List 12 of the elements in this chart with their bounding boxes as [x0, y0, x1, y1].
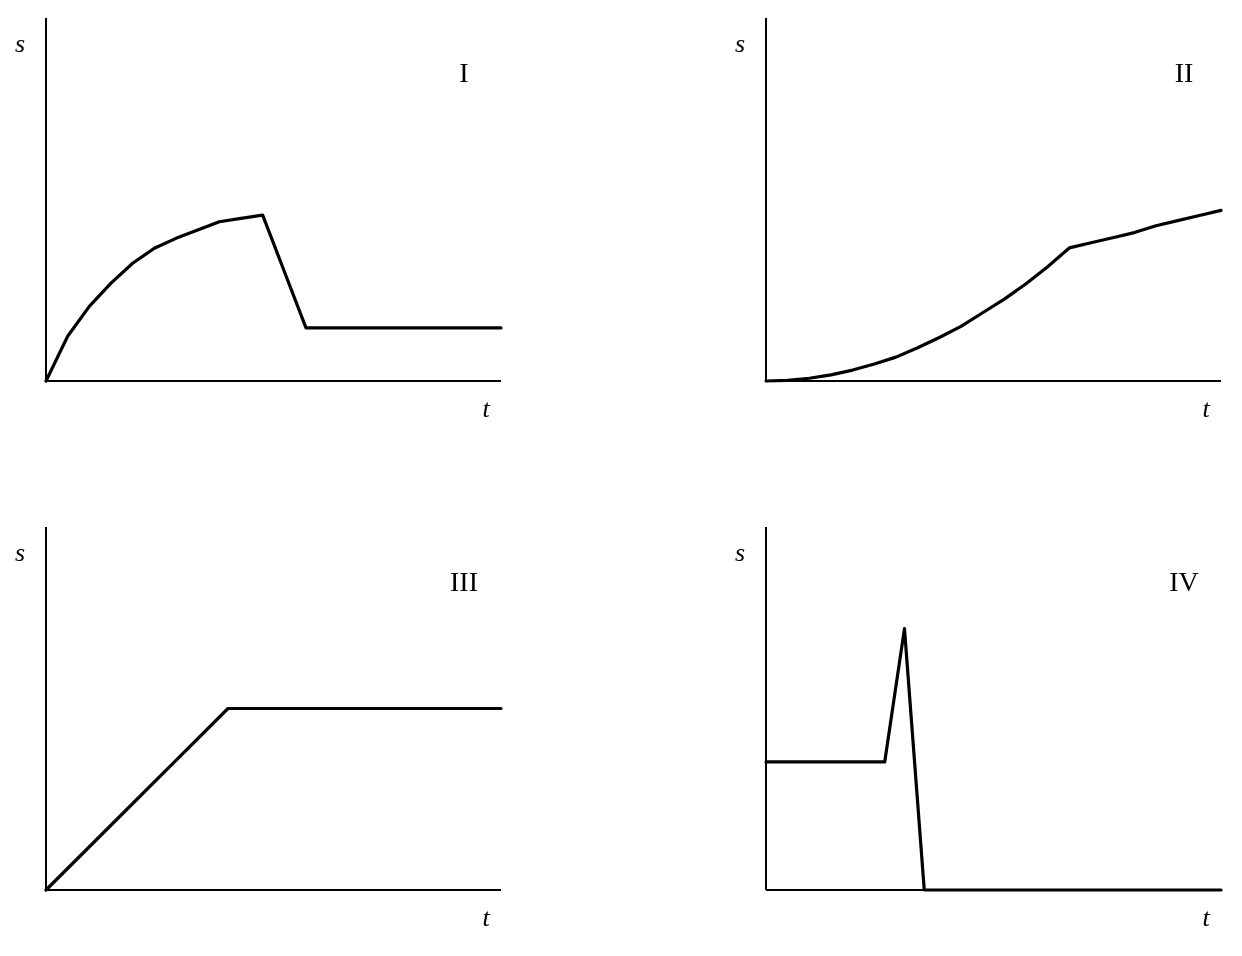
chart-title: IV: [1169, 566, 1199, 597]
x-axis-title: t: [1202, 394, 1211, 423]
chart-title: I: [459, 57, 469, 88]
y-axis-title: s: [734, 29, 746, 58]
y-axis-title: s: [14, 29, 26, 58]
chart-title: III: [450, 566, 478, 597]
x-axis-title: t: [482, 394, 491, 423]
chart-title: II: [1174, 57, 1194, 88]
x-axis-title: t: [1202, 903, 1211, 932]
y-axis-title: s: [734, 538, 746, 567]
x-axis-title: t: [482, 903, 491, 932]
y-axis-title: s: [14, 538, 26, 567]
